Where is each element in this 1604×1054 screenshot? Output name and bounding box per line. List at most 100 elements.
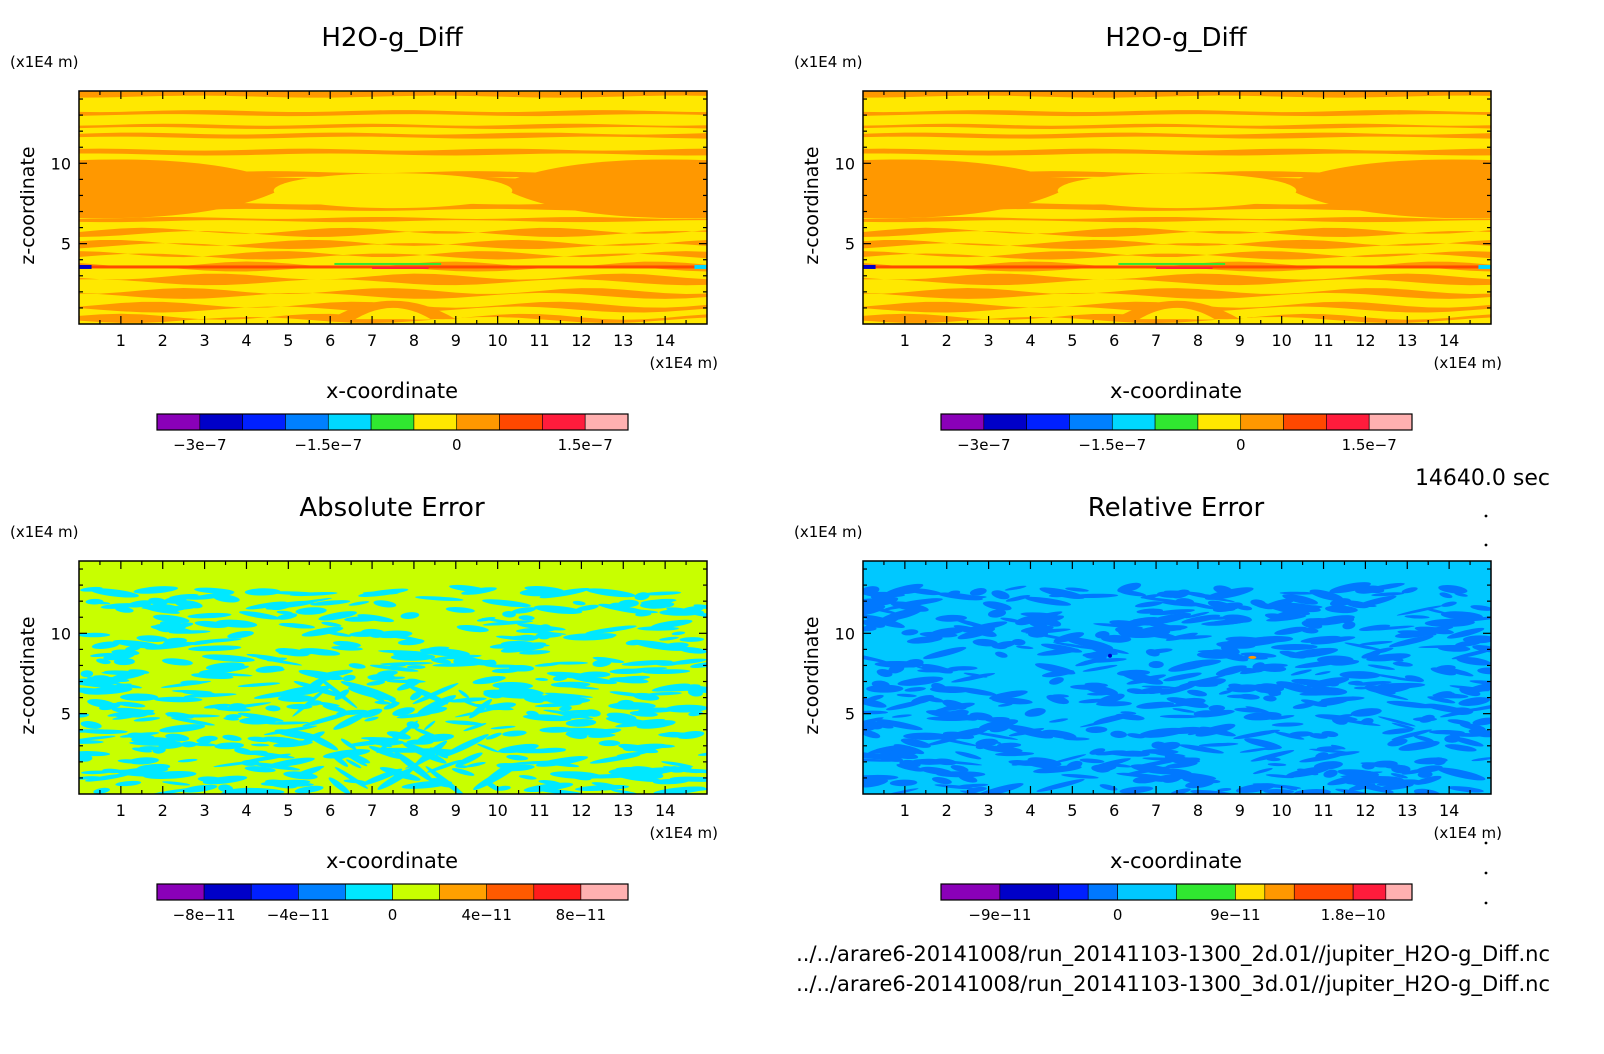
chart-title: H2O-g_Diff <box>321 23 463 53</box>
colorbar-frame <box>156 883 629 901</box>
contour-cell <box>1276 681 1318 694</box>
contour-cell <box>659 636 679 641</box>
contour-cell <box>116 701 146 708</box>
contour-cell <box>957 783 989 788</box>
colorbar-swatch <box>1176 883 1236 901</box>
colorbar-swatch <box>533 883 582 901</box>
contour-cell <box>412 682 459 705</box>
colorbar-tick-label: −8e−11 <box>173 906 236 924</box>
contour-cell <box>1373 691 1409 701</box>
contour-cell <box>1204 587 1254 600</box>
x-tick-label: 9 <box>451 331 461 350</box>
contour-cell <box>518 615 535 621</box>
contour-cell <box>132 747 153 753</box>
x-tick-label: 1 <box>900 331 910 350</box>
contour-cell <box>1016 645 1034 650</box>
contour-cell <box>689 612 707 618</box>
contour-cell <box>191 742 217 747</box>
contour-cell <box>127 600 153 608</box>
contour-cell <box>115 606 134 613</box>
x-tick-label: 12 <box>1355 331 1375 350</box>
contour-cell <box>502 764 535 772</box>
contour-cell <box>575 604 599 611</box>
x-tick-label: 10 <box>1271 331 1291 350</box>
contour-cell <box>1387 738 1408 747</box>
x-tick-label: 1 <box>900 801 910 820</box>
contour-cell <box>379 767 421 781</box>
contour-cell <box>103 670 139 675</box>
x-tick-label: 2 <box>942 801 952 820</box>
colorbar-swatch <box>486 883 535 901</box>
contour-cell <box>213 594 240 603</box>
colorbar: −9e−11 0 9e−11 1.8e−10 <box>940 883 1413 924</box>
contour-band <box>863 288 1491 299</box>
y-tick-label: 10 <box>51 624 71 643</box>
contour-cell <box>544 692 593 698</box>
contour-cell <box>137 737 170 746</box>
contour-band <box>79 239 707 250</box>
x-tick-label: 9 <box>451 801 461 820</box>
contour-cell <box>342 674 356 682</box>
contour-cell <box>1389 635 1434 648</box>
contour-cell <box>615 718 666 728</box>
contour-cell <box>1065 587 1089 592</box>
contour-cell <box>1452 736 1484 747</box>
contour-cell <box>572 600 586 606</box>
contour-cell <box>322 749 371 759</box>
contour-cell <box>1126 674 1167 685</box>
y-tick-label: 5 <box>61 235 71 254</box>
contour-cell <box>1120 750 1150 757</box>
contour-cell <box>113 639 164 649</box>
contour-cell <box>181 784 218 793</box>
contour-cell <box>414 728 435 737</box>
contour-cell <box>1233 641 1257 647</box>
contour-cell <box>1162 775 1181 783</box>
x-tick-label: 14 <box>1439 801 1459 820</box>
contour-cell <box>534 702 583 708</box>
contour-cell <box>277 613 298 620</box>
contour-cell <box>188 592 234 600</box>
colorbar-swatch <box>580 883 629 901</box>
contour-cell <box>482 599 531 608</box>
contour-cell <box>334 767 369 789</box>
contour-cell <box>162 781 191 786</box>
margin-dot <box>1484 871 1488 875</box>
contour-cell <box>583 633 617 639</box>
x-tick-label: 11 <box>529 801 549 820</box>
contour-cell <box>1274 731 1305 740</box>
contour-cell <box>161 658 193 666</box>
contour-cell <box>1250 750 1295 762</box>
contour-cell <box>256 657 303 666</box>
contour-cell <box>1197 649 1234 654</box>
contour-cell <box>511 607 537 614</box>
contour-cell <box>392 707 415 717</box>
contour-cell <box>935 704 974 711</box>
contour-cell <box>234 747 252 755</box>
contour-cell <box>393 650 423 657</box>
contour-cell <box>445 720 483 726</box>
contour-cell <box>1470 605 1491 611</box>
contour-cell <box>1110 730 1127 739</box>
contour-cell <box>589 754 641 764</box>
contour-cell <box>677 730 705 740</box>
colorbar-swatch <box>1293 883 1354 901</box>
contour-cell <box>1049 677 1064 685</box>
contour-cell <box>286 703 313 710</box>
contour-cell <box>1119 590 1147 597</box>
colorbar-swatch <box>439 883 488 901</box>
contour-cell <box>227 631 254 639</box>
contour-cell <box>1199 616 1237 620</box>
contour-cell <box>535 677 549 681</box>
margin-dot <box>1484 514 1488 518</box>
contour-cell <box>119 732 160 738</box>
contour-cell <box>1025 628 1071 634</box>
contour-cell <box>79 751 111 757</box>
contour-cell <box>120 693 159 701</box>
x-tick-label: 5 <box>1067 331 1077 350</box>
x-tick-label: 11 <box>1313 801 1333 820</box>
contour-cell <box>863 779 889 788</box>
contour-cell <box>1287 606 1302 610</box>
contour-cell <box>1378 716 1416 727</box>
contour-cell <box>169 593 199 599</box>
contour-cell <box>958 774 978 783</box>
